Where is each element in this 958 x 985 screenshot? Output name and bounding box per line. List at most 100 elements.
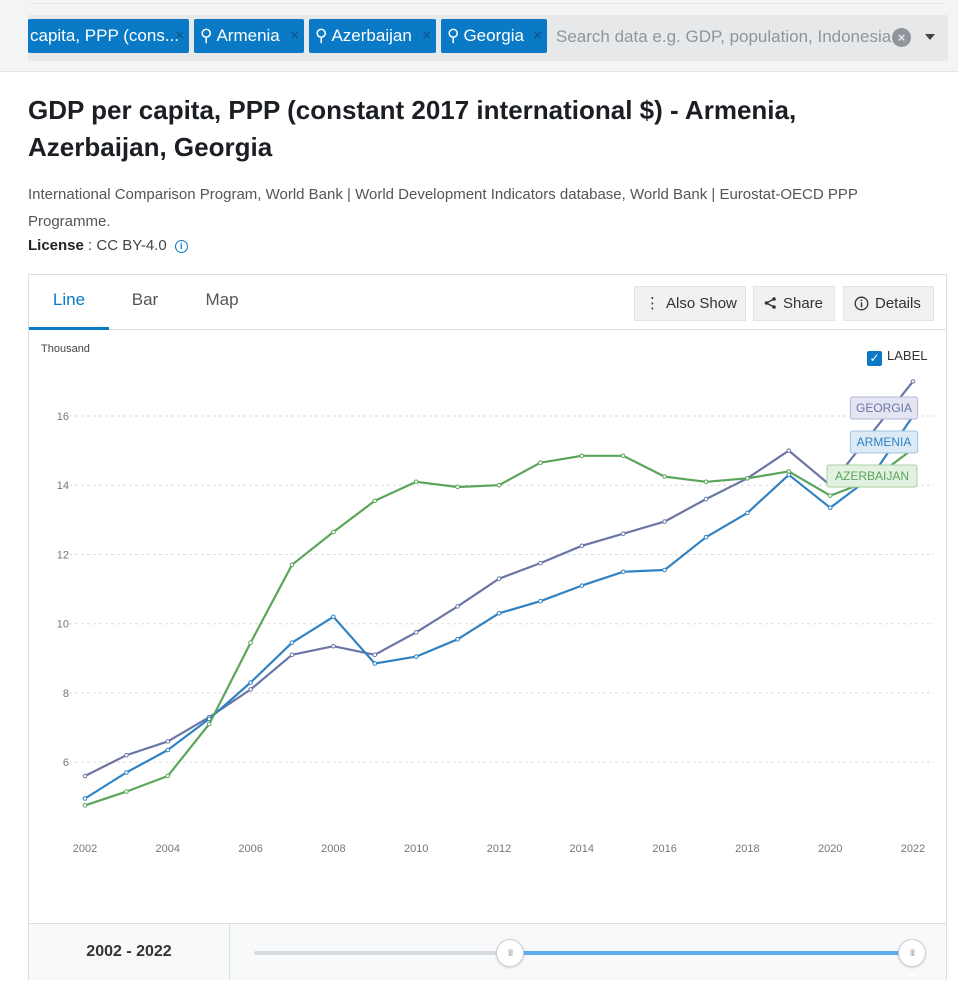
data-point (662, 567, 667, 573)
main-content: GDP per capita, PPP (constant 2017 inter… (0, 71, 958, 985)
series-label: ARMENIA (857, 435, 912, 449)
info-icon[interactable]: i (174, 240, 188, 253)
map-pin-icon: ⚲ (447, 26, 460, 45)
range-label: 2002 - 2022 (29, 924, 230, 980)
chip-remove-icon[interactable]: × (422, 27, 431, 44)
share-button[interactable]: Share (753, 286, 835, 321)
data-point (331, 643, 336, 649)
data-point (82, 773, 88, 779)
data-point (372, 498, 378, 504)
chip-remove-icon[interactable]: × (533, 27, 542, 44)
data-point (620, 569, 626, 575)
data-point (289, 640, 295, 646)
chip-remove-icon[interactable]: × (290, 27, 299, 44)
y-tick-label: 6 (63, 757, 69, 769)
x-tick-label: 2004 (156, 843, 180, 855)
series-line-azerbaijan (84, 448, 914, 807)
data-point (620, 453, 626, 459)
x-tick-label: 2002 (73, 843, 97, 855)
slider-end-handle[interactable]: III (898, 939, 926, 967)
chip-label: Armenia (216, 26, 280, 45)
license-info: License : CC BY-4.0 i (28, 237, 188, 254)
x-tick-label: 2010 (404, 843, 428, 855)
data-point (455, 484, 460, 490)
x-tick-label: 2006 (238, 843, 262, 855)
data-point (455, 636, 460, 642)
data-point (331, 614, 336, 620)
data-point (413, 630, 419, 635)
details-button[interactable]: Details (843, 286, 934, 321)
series-label: AZERBAIJAN (835, 469, 909, 483)
chip-armenia[interactable]: ⚲ Armenia × (194, 19, 304, 53)
data-point (82, 803, 88, 808)
dropdown-caret-icon[interactable] (925, 34, 935, 40)
data-point (662, 519, 667, 524)
data-point (703, 496, 709, 502)
data-point (289, 562, 295, 568)
data-point (703, 479, 709, 485)
search-input[interactable]: Search data e.g. GDP, population, Indone… (556, 27, 892, 46)
page-title: GDP per capita, PPP (constant 2017 inter… (28, 95, 797, 162)
label-toggle[interactable]: ✓ LABEL (867, 348, 927, 366)
also-show-button[interactable]: ⋮ Also Show (634, 286, 746, 321)
data-point (662, 474, 667, 479)
chip-indicator[interactable]: capita, PPP (cons... × (28, 19, 189, 53)
data-point (165, 747, 171, 753)
chip-azerbaijan[interactable]: ⚲ Azerbaijan × (309, 19, 436, 53)
data-point (248, 680, 253, 685)
data-point (165, 773, 171, 779)
x-tick-label: 2020 (818, 843, 842, 855)
data-point (124, 789, 129, 794)
tab-line[interactable]: Line (29, 275, 109, 330)
data-point (538, 460, 543, 466)
label-checkbox[interactable]: ✓ (867, 351, 882, 366)
slider-start-handle[interactable]: III (495, 939, 524, 967)
y-tick-label: 16 (57, 411, 69, 423)
data-point (455, 604, 460, 609)
data-point (248, 640, 253, 646)
indicator-search-bar[interactable]: capita, PPP (cons... × ⚲ Armenia × ⚲ Azerb… (28, 15, 948, 61)
data-point (910, 379, 916, 384)
data-point (331, 529, 336, 535)
label-toggle-text: LABEL (887, 348, 928, 363)
data-point (206, 721, 212, 727)
data-point (827, 505, 833, 511)
chart-tabs: Line Bar Map ⋮ Also Show Share Details (29, 275, 946, 330)
chart-area: Thousand ✓ LABEL 6 8 10 12 14 16 2002 2004 2006 20… (29, 331, 946, 923)
data-point (496, 482, 502, 488)
y-tick-label: 8 (63, 688, 69, 700)
data-point (124, 752, 129, 758)
tab-map[interactable]: Map (205, 290, 239, 309)
data-point (124, 770, 129, 775)
top-divider (30, 3, 943, 4)
chip-label: Georgia (463, 26, 524, 45)
data-point (827, 493, 833, 498)
chip-label: Azerbaijan (331, 26, 412, 45)
y-tick-label: 14 (57, 480, 69, 492)
chip-label: capita, PPP (cons... (30, 26, 179, 45)
data-point (496, 611, 502, 616)
data-point (620, 531, 626, 536)
slider-track[interactable] (254, 951, 912, 955)
map-pin-icon: ⚲ (315, 26, 328, 45)
x-tick-label: 2022 (901, 843, 925, 855)
chip-remove-icon[interactable]: × (175, 27, 184, 44)
x-tick-label: 2018 (735, 843, 759, 855)
license-key: License (28, 237, 84, 254)
data-point (703, 534, 709, 540)
slider-selected-range (509, 951, 912, 955)
tab-bar[interactable]: Bar (131, 290, 159, 309)
data-point (538, 598, 543, 604)
chart-panel: Line Bar Map ⋮ Also Show Share Details (28, 274, 947, 980)
data-point (289, 652, 295, 658)
share-label: Share (783, 295, 824, 312)
line-chart: 6 8 10 12 14 16 2002 2004 2006 2008 2010 2012 2014 20… (57, 379, 934, 855)
chip-georgia[interactable]: ⚲ Georgia × (441, 19, 547, 53)
data-source: International Comparison Program, World … (28, 186, 858, 230)
details-label: Details (875, 295, 921, 312)
more-vertical-icon: ⋮ (645, 295, 660, 312)
series-label-box (826, 464, 918, 488)
clear-search-icon[interactable]: × (892, 28, 911, 47)
data-point (579, 583, 585, 588)
map-pin-icon: ⚲ (200, 26, 213, 45)
